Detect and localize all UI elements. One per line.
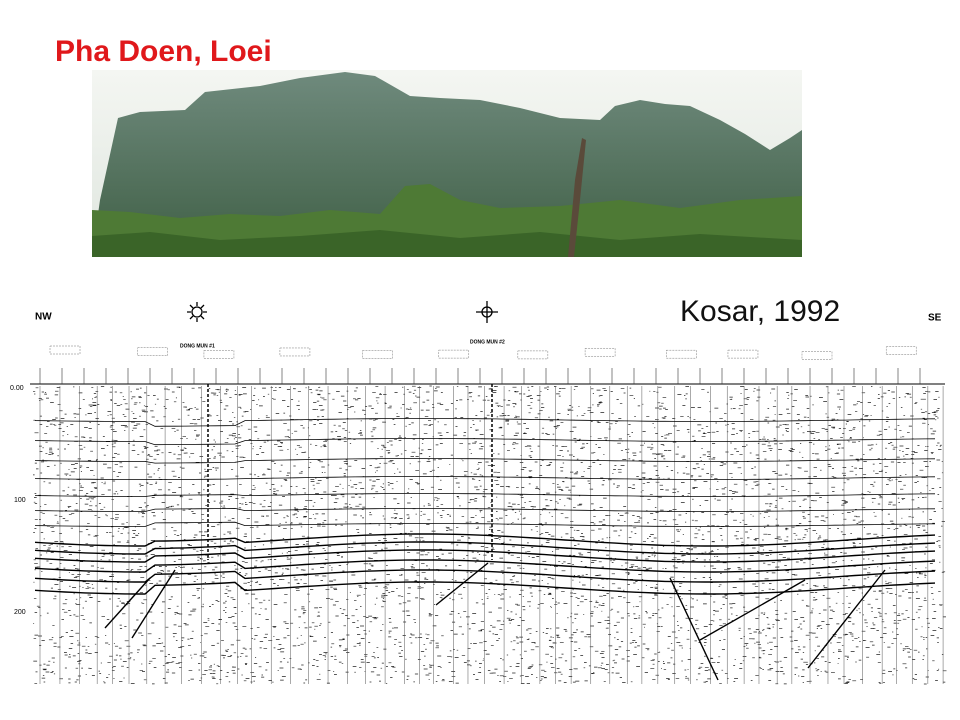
fault	[104, 577, 151, 629]
citation: Kosar, 1992	[680, 295, 840, 328]
fault	[435, 562, 489, 606]
fault	[699, 579, 806, 641]
noise	[33, 385, 947, 685]
header-note	[584, 347, 616, 357]
reflector	[34, 569, 936, 583]
reflector	[34, 458, 936, 464]
header-note	[438, 349, 470, 359]
time-label: 0.00	[10, 385, 24, 392]
header-note	[137, 347, 168, 356]
reflector	[34, 507, 936, 512]
seismic-section	[33, 345, 947, 685]
photo	[92, 70, 802, 257]
fault	[131, 569, 176, 639]
reflector	[34, 559, 936, 573]
fault	[669, 577, 719, 681]
crosshair-icon	[476, 301, 498, 323]
reflector	[34, 476, 936, 480]
header-note	[517, 350, 549, 360]
sun-icon	[187, 302, 207, 322]
reflector	[34, 541, 936, 555]
reflector	[34, 521, 936, 527]
header-note	[362, 350, 393, 359]
header-note	[801, 351, 833, 360]
slide-title: Pha Doen, Loei	[55, 35, 272, 68]
header-note	[203, 350, 235, 359]
reflector	[34, 493, 936, 497]
left-label: NW	[35, 312, 52, 323]
fault	[807, 569, 886, 669]
right-label: SE	[928, 313, 942, 324]
header-note	[666, 349, 697, 359]
time-label: 200	[14, 609, 26, 616]
reflector	[34, 581, 936, 595]
reflector	[34, 438, 936, 446]
header-note	[727, 349, 759, 359]
header-note	[49, 345, 81, 355]
well-label: DONG MUN #2	[470, 339, 505, 345]
reflector	[34, 533, 936, 547]
reflector	[34, 549, 936, 563]
header-note	[279, 347, 311, 357]
header-note	[885, 346, 917, 355]
reflector	[34, 418, 936, 427]
time-label: 100	[14, 497, 26, 504]
well-label: DONG MUN #1	[180, 343, 215, 349]
